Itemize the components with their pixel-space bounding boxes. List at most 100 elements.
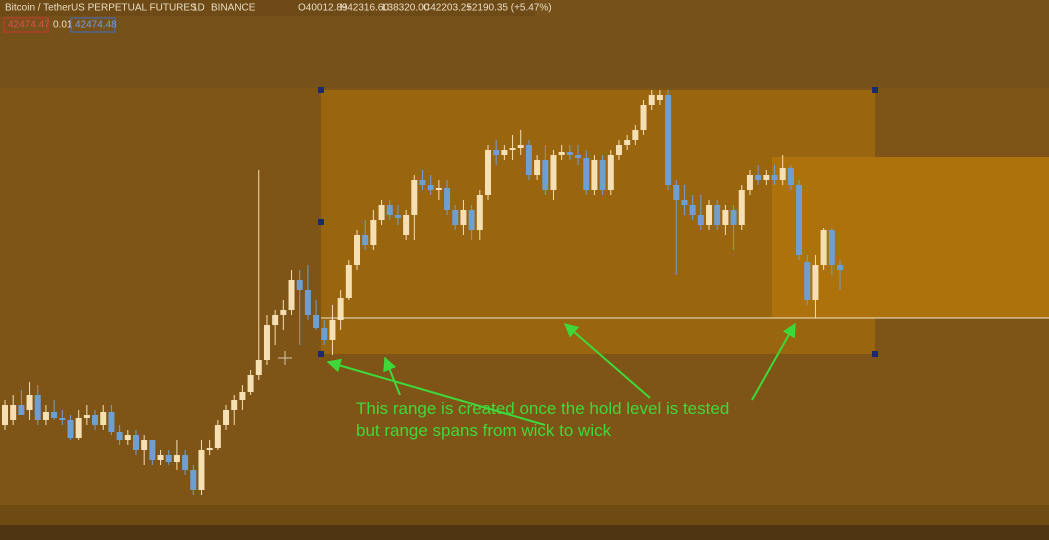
candle-body: [386, 205, 393, 215]
candle-body: [714, 205, 721, 225]
candle-body: [509, 148, 516, 150]
candle-body: [100, 412, 107, 425]
bottom-shade: [0, 505, 1049, 525]
candle-body: [632, 130, 639, 140]
candle-body: [10, 405, 17, 420]
candle-body: [419, 180, 426, 185]
candle-body: [583, 158, 590, 190]
candle-body: [67, 420, 74, 438]
candle-body: [214, 425, 221, 448]
candle-body: [812, 265, 819, 300]
candle-body: [681, 200, 688, 205]
candle-body: [337, 298, 344, 320]
candle-body: [787, 168, 794, 185]
box-handle: [318, 351, 324, 357]
candle-body: [263, 325, 270, 360]
candle-body: [730, 210, 737, 225]
candle-body: [542, 160, 549, 190]
annotation-line: but range spans from wick to wick: [356, 421, 612, 440]
candle-body: [796, 185, 803, 255]
symbol: Bitcoin / TetherUS PERPETUAL FUTURES: [5, 3, 197, 14]
candle-body: [255, 360, 262, 375]
arrow: [751, 322, 796, 401]
arrow: [563, 323, 651, 399]
candle-body: [345, 265, 352, 298]
candle-body: [460, 210, 467, 225]
change: +2190.35 (+5.47%): [466, 3, 552, 14]
candle-body: [624, 140, 631, 145]
bid: 42474.47: [8, 20, 50, 31]
candle-body: [18, 405, 25, 415]
candle-body: [591, 160, 598, 190]
candle-body: [673, 185, 680, 200]
candle-body: [656, 95, 663, 100]
bottom-bar: [0, 525, 1049, 540]
candle-body: [607, 155, 614, 190]
candle-body: [92, 415, 99, 425]
candle-body: [190, 470, 197, 490]
candle-body: [493, 150, 500, 155]
candle-body: [42, 412, 49, 420]
candle-body: [182, 455, 189, 470]
candle-body: [697, 215, 704, 225]
candle-body: [763, 175, 770, 180]
candle-body: [575, 155, 582, 158]
candle-body: [820, 230, 827, 265]
candle-body: [648, 95, 655, 105]
candle-body: [534, 160, 541, 175]
candle-body: [59, 418, 66, 420]
candle-body: [771, 175, 778, 180]
candle-body: [378, 205, 385, 220]
candle-body: [173, 455, 180, 462]
candle-body: [124, 435, 131, 440]
box-handle: [872, 351, 878, 357]
arrow: [326, 358, 546, 426]
candle-body: [525, 145, 532, 175]
bid-box[interactable]: [3, 17, 49, 33]
candle-body: [116, 432, 123, 440]
spread: 0.01: [53, 20, 73, 31]
exchange: BINANCE: [211, 3, 256, 14]
candle-body: [280, 310, 287, 315]
close: C42203.25: [423, 3, 472, 14]
candle-body: [198, 450, 205, 490]
candle-body: [370, 220, 377, 245]
candle-body: [722, 210, 729, 225]
candle-body: [738, 190, 745, 225]
open: O40012.89: [298, 3, 348, 14]
box-handle: [872, 87, 878, 93]
candle-body: [615, 145, 622, 155]
candle-body: [689, 205, 696, 215]
candle-body: [231, 400, 238, 410]
candle-body: [329, 320, 336, 340]
candle-body: [435, 188, 442, 190]
candle-body: [354, 235, 361, 265]
candle-body: [550, 155, 557, 190]
arrows: [326, 322, 796, 426]
candle-body: [746, 175, 753, 190]
candle-body: [779, 168, 786, 180]
candle-body: [34, 395, 41, 420]
candle-body: [599, 160, 606, 190]
candle-body: [517, 145, 524, 148]
candle-body: [2, 405, 8, 425]
candle-body: [313, 315, 320, 328]
candle-body: [149, 440, 156, 460]
annotation-line: This range is created once the hold leve…: [356, 399, 729, 418]
ask-box[interactable]: [70, 17, 116, 33]
candle-body: [239, 392, 246, 400]
candle-body: [484, 150, 491, 195]
candle-body: [247, 375, 254, 392]
candle-body: [828, 230, 835, 265]
high: H42316.60: [340, 3, 389, 14]
candle-body: [640, 105, 647, 130]
candle-body: [501, 150, 508, 155]
candle-body: [476, 195, 483, 230]
candle-body: [706, 205, 713, 225]
candle-body: [165, 455, 172, 462]
ask: 42474.48: [75, 20, 117, 31]
candle-body: [321, 328, 328, 340]
box-handle: [318, 219, 324, 225]
